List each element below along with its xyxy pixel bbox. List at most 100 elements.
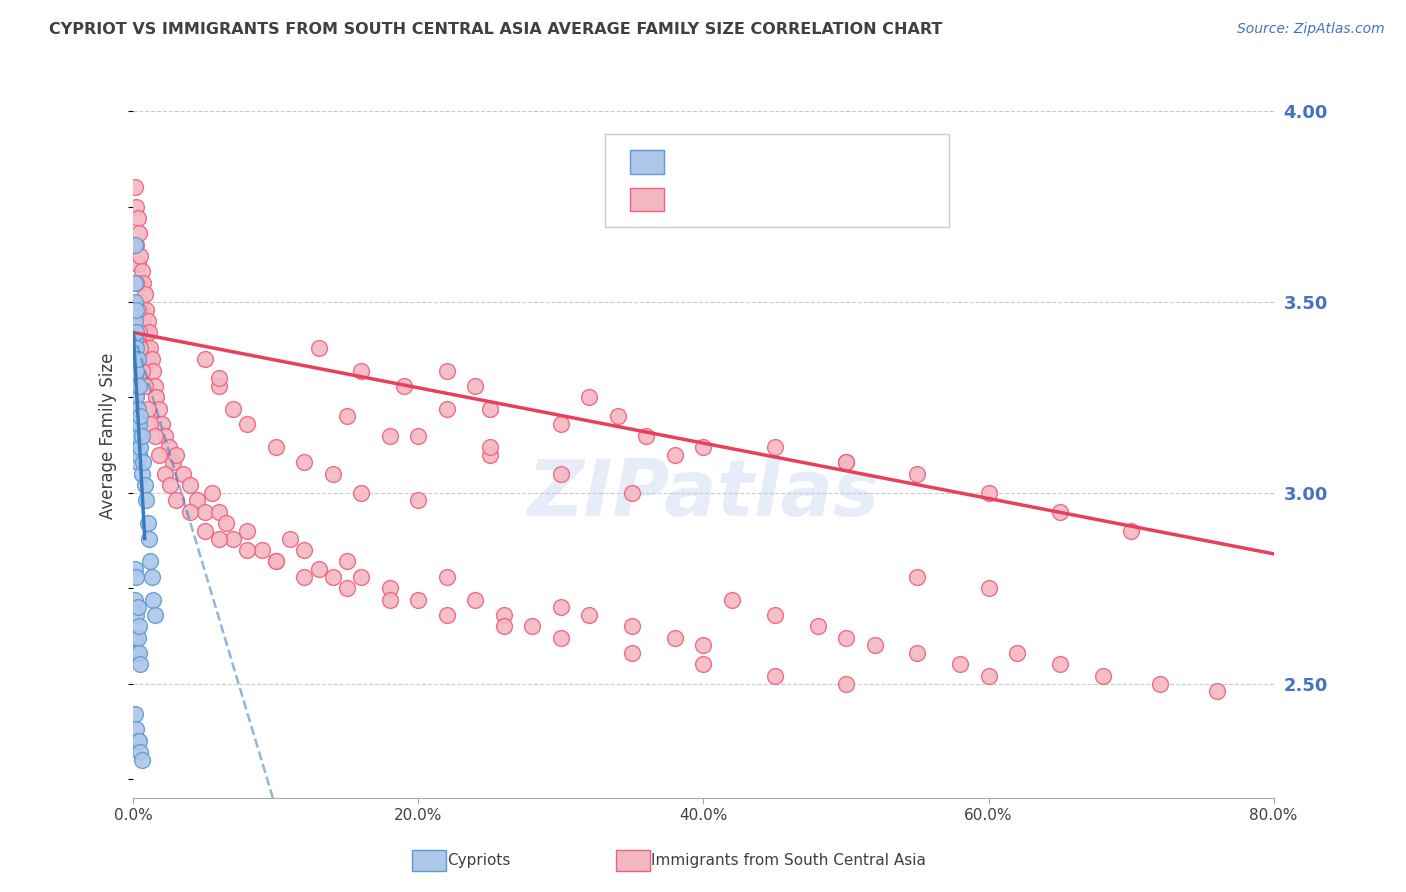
Point bbox=[1005, 646, 1028, 660]
Point bbox=[721, 592, 744, 607]
Text: R =: R = bbox=[672, 153, 709, 171]
Point bbox=[250, 543, 273, 558]
Point bbox=[1205, 684, 1227, 698]
Point bbox=[124, 333, 146, 347]
Point bbox=[550, 600, 572, 615]
Point bbox=[179, 505, 201, 519]
Text: N =: N = bbox=[778, 153, 825, 171]
Text: CYPRIOT VS IMMIGRANTS FROM SOUTH CENTRAL ASIA AVERAGE FAMILY SIZE CORRELATION CH: CYPRIOT VS IMMIGRANTS FROM SOUTH CENTRAL… bbox=[49, 22, 942, 37]
Point bbox=[806, 619, 828, 633]
Point bbox=[478, 401, 501, 416]
Point bbox=[578, 607, 600, 622]
Point bbox=[236, 524, 259, 538]
Point bbox=[863, 639, 886, 653]
Point bbox=[127, 455, 149, 469]
Point bbox=[127, 631, 149, 645]
Point bbox=[1049, 657, 1071, 672]
Point bbox=[492, 619, 515, 633]
Point bbox=[128, 448, 150, 462]
Point bbox=[134, 326, 156, 340]
Point bbox=[128, 734, 150, 748]
Point bbox=[478, 448, 501, 462]
Point bbox=[125, 440, 148, 454]
Point bbox=[127, 401, 149, 416]
Point bbox=[132, 455, 155, 469]
Point bbox=[143, 428, 166, 442]
Point bbox=[153, 467, 176, 481]
Point bbox=[905, 467, 928, 481]
Point bbox=[621, 619, 644, 633]
Point bbox=[127, 600, 149, 615]
Point bbox=[1119, 524, 1142, 538]
Text: Cypriots: Cypriots bbox=[447, 854, 510, 868]
Text: N =: N = bbox=[778, 190, 825, 208]
Point bbox=[125, 341, 148, 355]
Point bbox=[128, 646, 150, 660]
Point bbox=[408, 428, 430, 442]
Point bbox=[578, 390, 600, 404]
Point bbox=[131, 264, 153, 278]
Point bbox=[128, 227, 150, 241]
Point bbox=[550, 631, 572, 645]
Point bbox=[128, 379, 150, 393]
Text: 55: 55 bbox=[827, 153, 849, 171]
Point bbox=[692, 440, 714, 454]
Point bbox=[236, 543, 259, 558]
Point bbox=[208, 505, 231, 519]
Point bbox=[208, 532, 231, 546]
Point bbox=[129, 440, 152, 454]
Point bbox=[236, 417, 259, 431]
Point bbox=[350, 570, 373, 584]
Point bbox=[194, 352, 217, 367]
Point bbox=[124, 237, 146, 252]
Point bbox=[522, 619, 544, 633]
Point bbox=[1049, 505, 1071, 519]
Point bbox=[550, 467, 572, 481]
Point bbox=[124, 562, 146, 576]
Point bbox=[464, 592, 486, 607]
Point bbox=[478, 440, 501, 454]
Point bbox=[905, 570, 928, 584]
Point bbox=[835, 455, 858, 469]
Point bbox=[129, 409, 152, 424]
Point bbox=[125, 417, 148, 431]
Point bbox=[128, 276, 150, 290]
Point bbox=[131, 753, 153, 767]
Point bbox=[138, 326, 160, 340]
Point bbox=[436, 401, 458, 416]
Point bbox=[172, 467, 194, 481]
Point bbox=[129, 295, 152, 310]
Point bbox=[124, 295, 146, 310]
Point bbox=[142, 592, 165, 607]
Point bbox=[127, 379, 149, 393]
Point bbox=[124, 276, 146, 290]
Point bbox=[136, 352, 159, 367]
Point bbox=[128, 417, 150, 431]
Point bbox=[222, 401, 245, 416]
Point bbox=[125, 607, 148, 622]
Point bbox=[127, 734, 149, 748]
Point bbox=[350, 485, 373, 500]
Point bbox=[125, 302, 148, 317]
Point bbox=[835, 676, 858, 690]
Text: Source: ZipAtlas.com: Source: ZipAtlas.com bbox=[1237, 22, 1385, 37]
Point bbox=[835, 631, 858, 645]
Point bbox=[408, 493, 430, 508]
Point bbox=[139, 554, 162, 568]
Point bbox=[215, 516, 238, 531]
Point bbox=[308, 562, 330, 576]
Point bbox=[153, 428, 176, 442]
Point bbox=[392, 379, 415, 393]
Point bbox=[322, 467, 344, 481]
Point bbox=[1091, 669, 1114, 683]
Point bbox=[336, 581, 359, 595]
Point bbox=[129, 341, 152, 355]
Point bbox=[264, 440, 287, 454]
Point bbox=[143, 379, 166, 393]
Point bbox=[322, 570, 344, 584]
Point bbox=[763, 669, 786, 683]
Point bbox=[378, 581, 401, 595]
Point bbox=[222, 532, 245, 546]
Point bbox=[129, 657, 152, 672]
Point bbox=[378, 592, 401, 607]
